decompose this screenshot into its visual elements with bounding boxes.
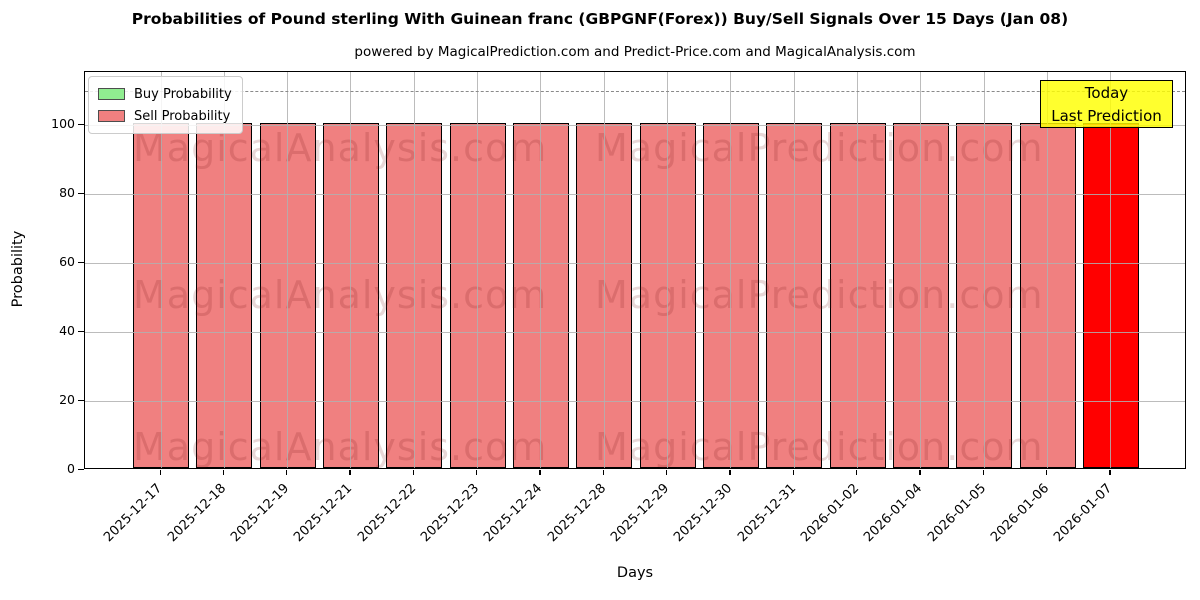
x-tick-label: 2026-01-02	[798, 481, 863, 546]
vertical-gridline	[667, 72, 669, 468]
vertical-gridline	[1047, 72, 1049, 468]
x-tick-mark	[412, 470, 415, 475]
dashed-reference-line	[85, 90, 1185, 92]
y-tick-mark	[77, 123, 84, 126]
y-tick-label: 0	[67, 461, 75, 476]
x-tick-mark	[222, 470, 225, 475]
vertical-gridline	[920, 72, 922, 468]
x-tick-label: 2025-12-23	[418, 481, 483, 546]
x-tick-label: 2025-12-21	[291, 481, 356, 546]
y-tick-label: 40	[59, 323, 75, 339]
horizontal-gridline	[85, 124, 1185, 126]
vertical-gridline	[287, 72, 289, 468]
x-tick-label: 2025-12-17	[101, 481, 166, 546]
legend-item-sell: Sell Probability	[98, 105, 232, 127]
legend: Buy Probability Sell Probability	[88, 76, 243, 134]
watermark-text: MagicalPrediction.com	[595, 273, 1044, 317]
y-tick-label: 80	[59, 185, 75, 201]
vertical-gridline	[730, 72, 732, 468]
vertical-gridline	[983, 72, 985, 468]
buy-probability-swatch	[98, 88, 125, 100]
x-tick-mark	[349, 470, 351, 475]
watermark-text: MagicalAnalysis.com	[133, 126, 548, 170]
y-tick-mark	[77, 192, 84, 195]
vertical-gridline	[540, 72, 542, 468]
y-tick-mark	[77, 330, 84, 332]
y-tick-label: 60	[59, 254, 75, 270]
today-annotation: Today Last Prediction	[1040, 80, 1173, 128]
plot-area: MagicalAnalysis.com MagicalPrediction.co…	[84, 71, 1186, 469]
y-tick-mark	[77, 261, 84, 264]
y-tick-mark	[77, 468, 84, 470]
y-tick-label: 20	[59, 392, 75, 408]
vertical-gridline	[477, 72, 479, 468]
sell-probability-swatch	[98, 110, 125, 122]
x-tick-mark	[666, 470, 668, 475]
watermark-text: MagicalAnalysis.com	[133, 273, 548, 317]
vertical-gridline	[160, 72, 162, 468]
chart-title: Probabilities of Pound sterling With Gui…	[131, 10, 1069, 28]
x-tick-mark	[919, 470, 921, 475]
x-tick-label: 2025-12-30	[671, 481, 736, 546]
horizontal-gridline	[85, 262, 1185, 264]
today-annotation-line1: Today	[1084, 84, 1129, 102]
x-tick-label: 2026-01-05	[924, 481, 989, 546]
x-tick-label: 2026-01-06	[988, 481, 1053, 546]
x-tick-mark	[602, 470, 605, 475]
watermark-text: MagicalPrediction.com	[595, 425, 1044, 469]
x-tick-mark	[729, 470, 731, 475]
y-tick-mark	[77, 399, 84, 401]
y-tick-label: 100	[51, 116, 75, 132]
watermark-text: MagicalAnalysis.com	[133, 425, 548, 469]
x-tick-mark	[792, 470, 795, 475]
x-tick-label: 2025-12-22	[354, 481, 419, 546]
vertical-gridline	[350, 72, 352, 468]
x-tick-label: 2026-01-07	[1051, 481, 1116, 546]
legend-label: Buy Probability	[134, 86, 232, 102]
today-annotation-line2: Last Prediction	[1051, 106, 1162, 125]
legend-item-buy: Buy Probability	[98, 83, 232, 105]
watermark-text: MagicalPrediction.com	[595, 126, 1044, 170]
x-tick-mark	[1109, 470, 1111, 475]
chart-subtitle: powered by MagicalPrediction.com and Pre…	[354, 44, 916, 60]
x-tick-label: 2025-12-18	[164, 481, 229, 546]
x-tick-mark	[159, 470, 161, 475]
horizontal-gridline	[85, 331, 1185, 333]
x-tick-mark	[1046, 470, 1048, 475]
horizontal-gridline	[85, 193, 1185, 195]
x-tick-mark	[982, 470, 985, 475]
x-tick-label: 2026-01-04	[861, 481, 926, 546]
x-tick-mark	[476, 470, 478, 475]
x-tick-label: 2025-12-24	[481, 481, 546, 546]
x-tick-mark	[856, 470, 858, 475]
x-axis-title: Days	[616, 565, 654, 581]
vertical-gridline	[1110, 72, 1112, 468]
vertical-gridline	[413, 72, 415, 468]
x-tick-mark	[539, 470, 541, 475]
x-tick-label: 2025-12-31	[734, 481, 799, 546]
x-tick-label: 2025-12-19	[228, 481, 293, 546]
x-tick-label: 2025-12-29	[608, 481, 673, 546]
vertical-gridline	[603, 72, 605, 468]
x-tick-label: 2025-12-28	[544, 481, 609, 546]
vertical-gridline	[223, 72, 225, 468]
x-tick-mark	[286, 470, 288, 475]
legend-label: Sell Probability	[134, 108, 231, 124]
vertical-gridline	[793, 72, 795, 468]
vertical-gridline	[857, 72, 859, 468]
horizontal-gridline	[85, 400, 1185, 402]
